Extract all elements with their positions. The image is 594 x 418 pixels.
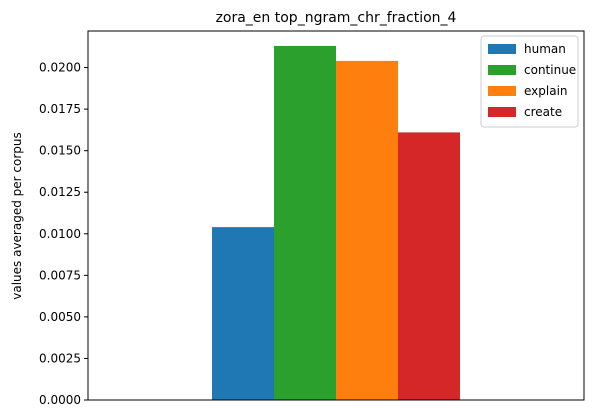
y-tick-label: 0.0200 bbox=[39, 61, 81, 75]
legend-label-create: create bbox=[524, 105, 562, 119]
legend-swatch-create bbox=[488, 107, 516, 117]
y-tick-label: 0.0125 bbox=[39, 185, 81, 199]
legend-label-human: human bbox=[524, 42, 566, 56]
legend-swatch-continue bbox=[488, 65, 516, 75]
y-tick-label: 0.0025 bbox=[39, 351, 81, 365]
y-tick-label: 0.0000 bbox=[39, 393, 81, 407]
y-tick-label: 0.0100 bbox=[39, 227, 81, 241]
legend: human continue explain create bbox=[480, 35, 579, 128]
legend-box bbox=[480, 35, 579, 128]
y-axis-ticks: 0.0000 0.0025 0.0050 0.0075 0.0100 0.0125 0.01… bbox=[39, 61, 88, 407]
y-axis-label: values averaged per corpus bbox=[10, 132, 24, 300]
bar-continue bbox=[274, 45, 336, 400]
bar-create bbox=[398, 132, 460, 400]
bars-group bbox=[212, 45, 460, 401]
legend-label-continue: continue bbox=[524, 63, 576, 77]
bar-human bbox=[212, 227, 274, 400]
legend-swatch-explain bbox=[488, 86, 516, 96]
y-tick-label: 0.0050 bbox=[39, 310, 81, 324]
plot-frame bbox=[87, 30, 585, 401]
chart-title: zora_en top_ngram_chr_fraction_4 bbox=[216, 10, 457, 26]
legend-label-explain: explain bbox=[524, 84, 568, 98]
y-tick-label: 0.0150 bbox=[39, 144, 81, 158]
legend-swatch-human bbox=[488, 44, 516, 54]
y-tick-label: 0.0075 bbox=[39, 268, 81, 282]
y-tick-label: 0.0175 bbox=[39, 102, 81, 116]
bar-explain bbox=[336, 60, 398, 401]
